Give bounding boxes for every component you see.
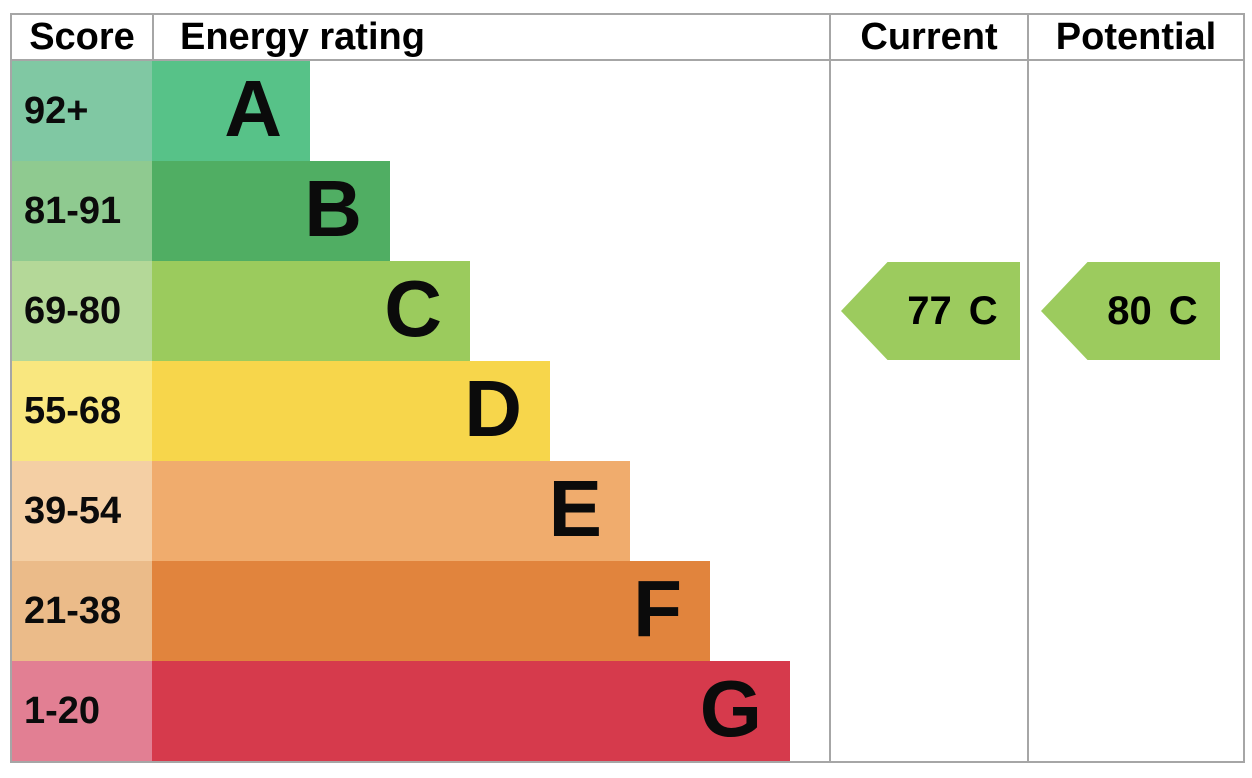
table-header: Score Energy rating Current Potential [12, 15, 1243, 59]
rating-letter-e: E [548, 464, 602, 553]
score-cell-f: 21-38 [12, 561, 152, 661]
band-row-a: 92+ A [12, 61, 1243, 161]
rating-letter-c: C [384, 264, 442, 353]
score-cell-g: 1-20 [12, 661, 152, 761]
potential-column-divider [1027, 15, 1029, 761]
header-potential: Potential [1055, 15, 1217, 58]
rating-bar-b: B [152, 161, 390, 261]
score-range-label: 81-91 [24, 189, 122, 232]
rating-bar-e: E [152, 461, 630, 561]
score-cell-d: 55-68 [12, 361, 152, 461]
current-rating-value: 77 [907, 288, 952, 333]
header-score: Score [29, 15, 135, 58]
score-column-divider [152, 15, 154, 59]
header-divider-line [12, 59, 1243, 61]
score-cell-a: 92+ [12, 61, 152, 161]
rating-bar-c: C [152, 261, 470, 361]
potential-rating-letter: C [1168, 288, 1198, 333]
epc-rating-chart: Score Energy rating Current Potential 92… [10, 13, 1245, 763]
score-range-label: 69-80 [24, 289, 122, 332]
rating-bar-d: D [152, 361, 550, 461]
rating-letter-f: F [633, 564, 682, 653]
band-row-b: 81-91 B [12, 161, 1243, 261]
current-rating-letter: C [968, 288, 998, 333]
band-row-f: 21-38 F [12, 561, 1243, 661]
rating-letter-g: G [699, 664, 762, 753]
rating-bar-a: A [152, 61, 310, 161]
score-range-label: 39-54 [24, 489, 122, 532]
rating-letter-d: D [464, 364, 522, 453]
potential-rating-value: 80 [1107, 288, 1152, 333]
band-row-d: 55-68 D [12, 361, 1243, 461]
band-row-g: 1-20 G [12, 661, 1243, 761]
score-range-label: 1-20 [24, 689, 101, 732]
score-cell-b: 81-91 [12, 161, 152, 261]
header-current: Current [860, 15, 998, 58]
score-cell-e: 39-54 [12, 461, 152, 561]
header-energy-rating: Energy rating [180, 15, 425, 58]
rating-bar-g: G [152, 661, 790, 761]
rating-bands: 92+ A 81-91 B 69-80 C 55-68 D 39-54 E 21… [12, 61, 1243, 761]
score-cell-c: 69-80 [12, 261, 152, 361]
score-range-label: 92+ [24, 89, 89, 132]
rating-letter-a: A [224, 64, 282, 153]
rating-bar-f: F [152, 561, 710, 661]
current-column-divider [829, 15, 831, 761]
band-row-e: 39-54 E [12, 461, 1243, 561]
band-row-c: 69-80 C [12, 261, 1243, 361]
rating-letter-b: B [304, 164, 362, 253]
score-range-label: 21-38 [24, 589, 122, 632]
score-range-label: 55-68 [24, 389, 122, 432]
